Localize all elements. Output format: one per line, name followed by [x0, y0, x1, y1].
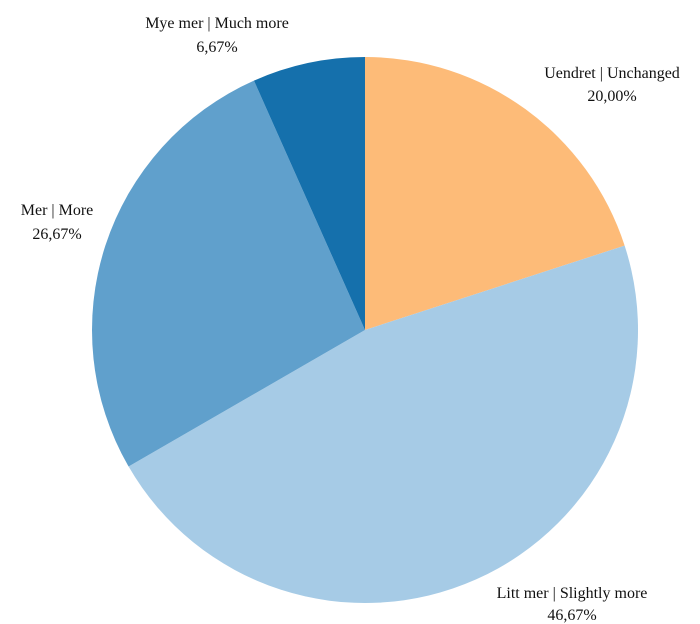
- slice-label-slightly-more: Litt mer | Slightly more: [497, 585, 648, 602]
- slice-label-much-more: Mye mer | Much more: [145, 15, 289, 32]
- slice-value-much-more: 6,67%: [196, 39, 237, 56]
- labels-layer: Uendret | Unchanged 20,00% Litt mer | Slig…: [21, 15, 680, 624]
- slice-value-slightly-more: 46,67%: [547, 607, 596, 624]
- slice-value-unchanged: 20,00%: [587, 88, 636, 105]
- slices-layer: [91, 57, 639, 604]
- pie-slice-more: [91, 80, 366, 467]
- pie-slice-unchanged: [365, 57, 625, 330]
- slice-value-more: 26,67%: [32, 226, 81, 243]
- pie-slice-much-more: [253, 57, 365, 330]
- pie-slice-slightly-more: [128, 245, 639, 604]
- slice-label-unchanged: Uendret | Unchanged: [544, 65, 680, 82]
- slice-label-more: Mer | More: [21, 202, 94, 219]
